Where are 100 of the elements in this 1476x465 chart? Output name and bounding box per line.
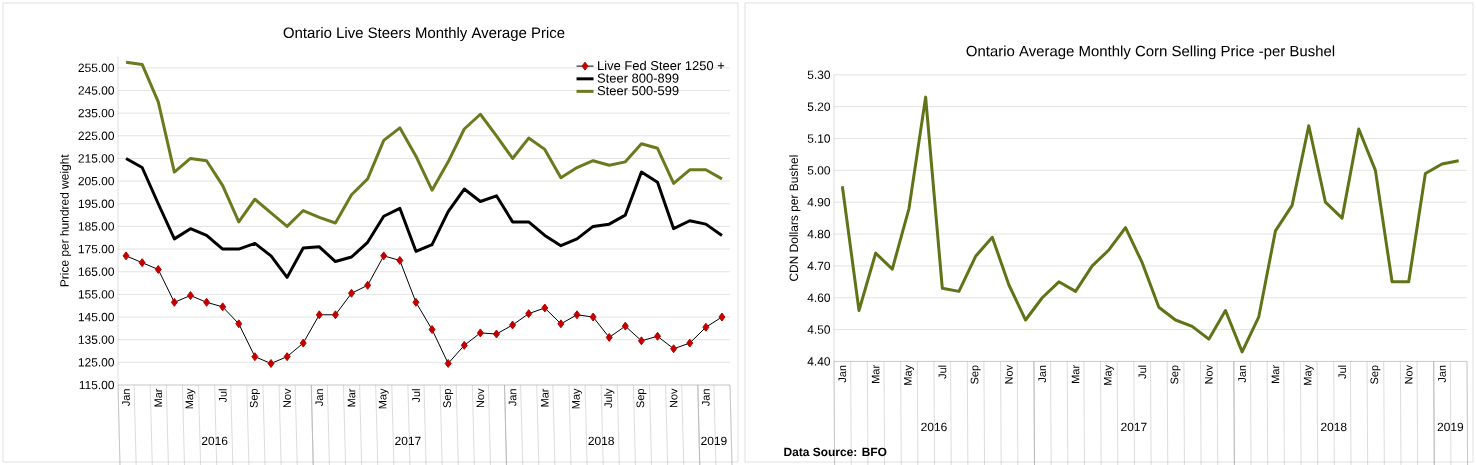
x-tick-label: Jul — [218, 389, 227, 403]
x-tick-label: Mar — [154, 388, 163, 407]
legend-label: Steer 800-899 — [597, 73, 679, 83]
x-tick-label: Jan — [1038, 365, 1047, 383]
x-tick-label: Nov — [1005, 364, 1013, 384]
line-series — [124, 156, 724, 279]
y-tick-label: 4.40 — [807, 357, 831, 366]
point — [203, 297, 211, 307]
point — [492, 329, 500, 339]
point — [589, 312, 597, 322]
y-tick-label: 5.10 — [807, 134, 831, 143]
y-tick-label: 255.00 — [78, 63, 115, 73]
x-tick-label: May — [185, 388, 196, 409]
point — [186, 291, 194, 300]
point — [460, 340, 468, 350]
point — [525, 309, 533, 319]
x-tick-label: May — [572, 388, 582, 409]
text: Data Source: BFO — [784, 447, 887, 457]
y-tick-label: 4.90 — [807, 197, 831, 207]
y-tick-label: 195.00 — [78, 199, 115, 208]
point — [235, 319, 243, 329]
x-tick-label: Sep — [249, 389, 260, 408]
point — [138, 258, 146, 268]
x-tick-label: Sep — [443, 389, 454, 408]
x-tick-label: May — [1303, 364, 1314, 385]
x-tick-label: Nov — [669, 388, 678, 408]
y-tick-label: 5.30 — [807, 70, 831, 80]
x-tick-label: Nov — [1404, 364, 1413, 384]
point — [605, 332, 613, 342]
x-tick-label: Jan — [702, 389, 710, 407]
text: 2017 — [1121, 422, 1147, 432]
x-tick-label: Jan — [838, 365, 847, 383]
y-tick-label: 235.00 — [78, 108, 115, 118]
chart-title: Ontario Live Steers Monthly Average Price — [283, 27, 565, 41]
point — [621, 321, 629, 331]
point — [702, 322, 710, 332]
x-tick-label: Nov — [283, 388, 291, 408]
x-tick-label: July — [604, 388, 615, 408]
x-tick-label: Jul — [411, 389, 420, 403]
point — [267, 359, 275, 368]
point — [219, 302, 227, 312]
point — [686, 338, 694, 348]
x-tick-label: Mar — [1071, 365, 1080, 383]
y-tick-label: 145.00 — [78, 312, 115, 322]
text: 2019 — [1437, 422, 1464, 432]
y-tick-label: 165.00 — [78, 267, 115, 276]
y-tick-label: 4.50 — [807, 325, 831, 334]
point — [331, 310, 339, 320]
y-axis-title: CDN Dollars per Bushel — [789, 155, 801, 281]
point — [170, 297, 178, 307]
point — [428, 325, 436, 334]
y-tick-label: 4.70 — [807, 261, 831, 271]
x-tick-label: Jan — [1238, 365, 1246, 383]
y-tick-label: 135.00 — [78, 335, 115, 344]
text: 2016 — [921, 422, 947, 432]
x-tick-label: May — [1103, 364, 1114, 385]
x-tick-label: Jan — [122, 389, 130, 407]
chart-title: Ontario Average Monthly Corn Selling Price -per Bushel — [966, 45, 1335, 60]
y-axis-title: Price per hundred weight — [59, 154, 72, 287]
x-tick-label: Mar — [1271, 365, 1280, 383]
point — [557, 319, 565, 329]
x-tick-label: Jan — [508, 389, 517, 407]
point — [509, 320, 517, 330]
point — [573, 310, 581, 320]
x-tick-label: Sep — [1370, 365, 1381, 384]
y-tick-label: 125.00 — [78, 358, 115, 367]
x-tick-label: Jan — [315, 389, 324, 407]
point — [315, 310, 323, 320]
point — [541, 303, 549, 313]
y-tick-label: 245.00 — [78, 86, 115, 95]
point — [412, 297, 420, 307]
point — [396, 255, 404, 265]
y-tick-label: 5.20 — [807, 102, 831, 111]
point — [670, 344, 678, 354]
x-tick-label: Nov — [476, 388, 485, 408]
y-tick-label: 115.00 — [79, 380, 115, 390]
point — [283, 352, 291, 362]
y-tick-label: 185.00 — [78, 222, 115, 231]
x-tick-label: Sep — [970, 365, 981, 384]
x-tick-label: May — [378, 388, 389, 409]
x-tick-label: Jan — [1438, 365, 1446, 383]
y-tick-label: 4.80 — [807, 229, 831, 239]
point — [348, 288, 356, 298]
y-tick-label: 215.00 — [78, 154, 115, 163]
x-tick-label: Jul — [1338, 365, 1347, 379]
x-tick-label: Sep — [636, 389, 647, 408]
line-series — [124, 60, 724, 228]
text: 2019 — [701, 436, 727, 446]
point — [154, 264, 162, 274]
x-tick-label: Mar — [871, 365, 880, 383]
y-tick-label: 175.00 — [78, 244, 115, 254]
x-tick-label: Mar — [540, 388, 549, 407]
point — [444, 359, 452, 368]
point — [251, 352, 259, 362]
text: 2018 — [1321, 422, 1347, 432]
legend-label: Live Fed Steer 1250 + — [598, 60, 725, 71]
point — [637, 336, 645, 346]
point — [380, 251, 388, 261]
point — [299, 338, 307, 348]
point — [364, 280, 372, 290]
